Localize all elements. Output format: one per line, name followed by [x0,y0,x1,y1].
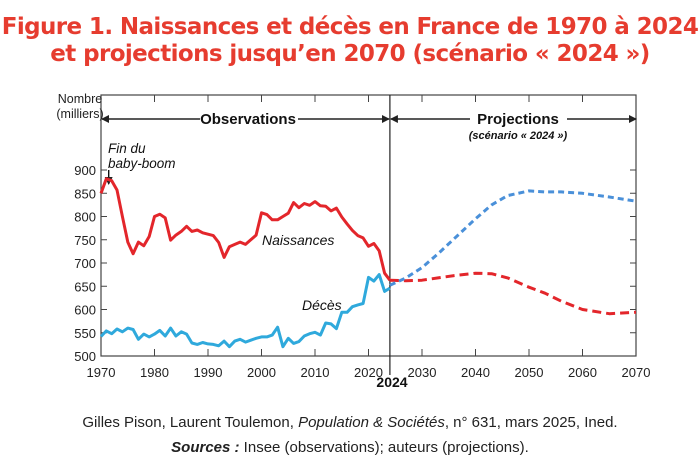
y-tick-label: 850 [74,186,96,201]
y-tick-label: 750 [74,233,96,248]
credit-journal: Population & Sociétés [298,414,445,431]
x-tick-label: 2070 [622,365,651,380]
credit-line: Gilles Pison, Laurent Toulemon, Populati… [0,414,700,431]
series-line-naissances-solid [99,177,392,282]
sources-label: Sources : [171,439,240,456]
y-tick-label: 900 [74,163,96,178]
x-tick-label: 2060 [568,365,597,380]
projections-label: Projections [477,111,559,128]
x-tick-label: 2020 [354,365,383,380]
x-tick-label: 1980 [140,365,169,380]
deaths-series-label: Décès [302,297,342,313]
x-tick-label: 2010 [301,365,330,380]
y-axis-label-line2: (milliers) [56,107,103,121]
x-tick-label: 2000 [247,365,276,380]
sources-text: Insee (observations); auteurs (projectio… [239,439,529,456]
y-tick-label: 600 [74,303,96,318]
x-tick-label: 2050 [515,365,544,380]
y-tick-label: 650 [74,279,96,294]
annotation-line2: baby-boom [108,156,176,171]
annotation-line1: Fin du [108,141,146,156]
y-tick-label: 800 [74,210,96,225]
credit-authors: Gilles Pison, Laurent Toulemon, [82,414,299,431]
series-line-deces-dashed [389,189,637,287]
projections-sublabel: (scénario « 2024 ») [469,130,568,142]
credit-rest: , n° 631, mars 2025, Ined. [444,414,618,431]
chart: Nombre (milliers) Observations Projectio… [56,92,651,390]
x-tick-label: 1970 [87,365,116,380]
x-tick-label: 2040 [461,365,490,380]
x-tick-label: 2030 [408,365,437,380]
series-line-deces-solid [99,273,391,349]
y-tick-label: 500 [74,349,96,364]
births-series-label: Naissances [262,232,334,248]
observations-label: Observations [200,111,296,128]
chart-title-line1: Figure 1. Naissances et décès en France … [1,14,699,40]
y-tick-label: 700 [74,256,96,271]
divider-year-label: 2024 [376,374,407,390]
y-axis-label-line1: Nombre [58,92,103,106]
chart-title-line2: et projections jusqu’en 2070 (scénario «… [50,41,650,67]
series-line-naissances-dashed [389,271,637,316]
sources-line: Sources : Insee (observations); auteurs … [0,439,700,456]
x-tick-label: 1990 [194,365,223,380]
y-tick-label: 550 [74,326,96,341]
